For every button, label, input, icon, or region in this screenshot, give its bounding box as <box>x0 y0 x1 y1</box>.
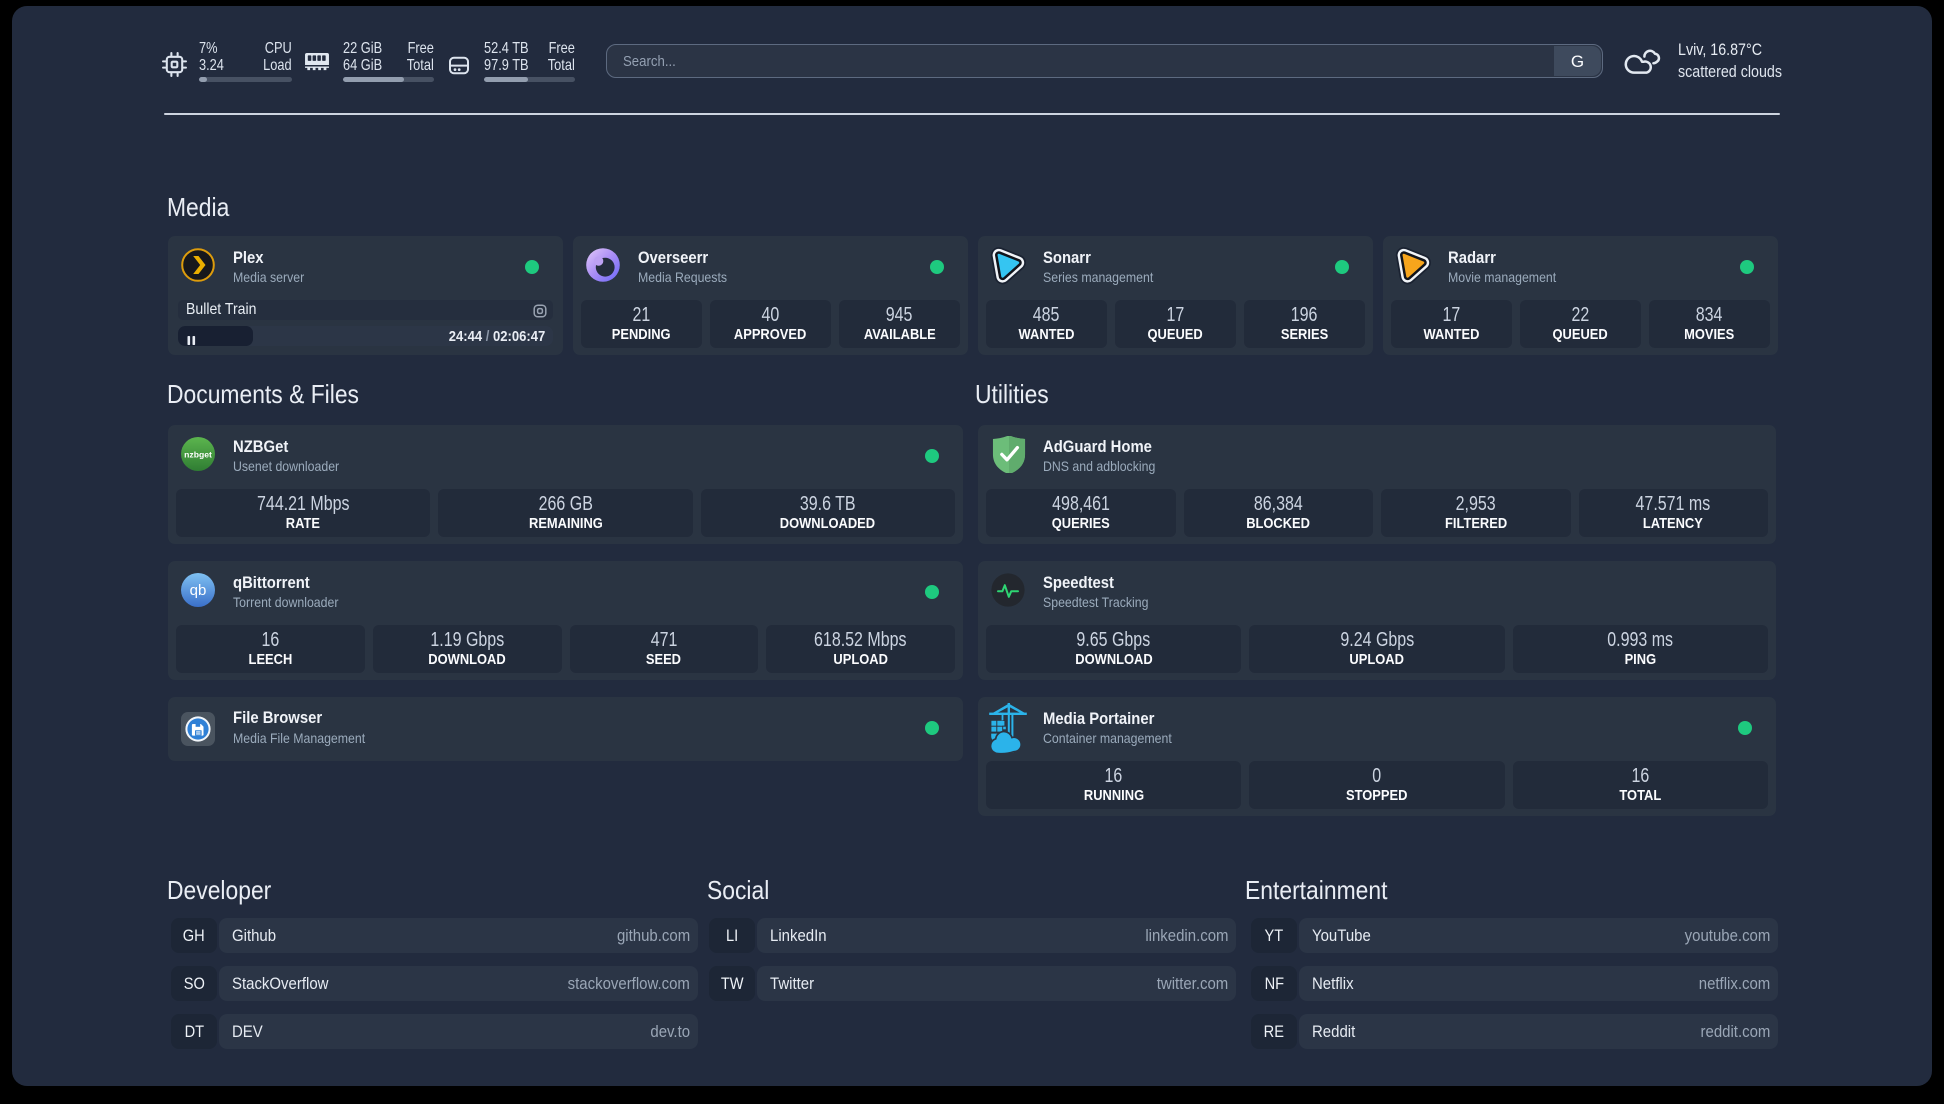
svg-text:nzbget: nzbget <box>184 450 212 460</box>
svg-text:qb: qb <box>190 582 207 599</box>
